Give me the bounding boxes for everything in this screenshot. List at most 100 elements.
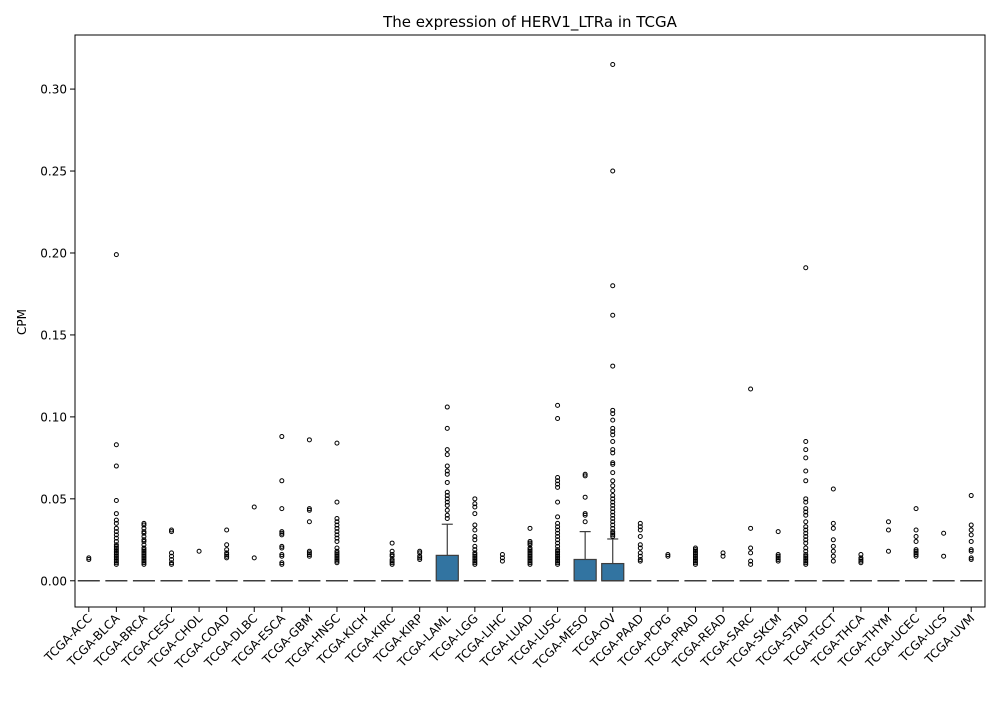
outlier-point: [803, 468, 809, 474]
box-group: [546, 402, 569, 582]
outlier-point: [913, 550, 919, 556]
outlier-point: [389, 561, 395, 567]
outlier-point: [555, 524, 561, 530]
outlier-point: [141, 558, 147, 564]
outlier-point: [748, 525, 754, 531]
outlier-point: [968, 522, 974, 528]
outlier-point: [610, 478, 616, 484]
outlier-point: [389, 553, 395, 559]
outlier-point: [720, 553, 726, 559]
outlier-point: [224, 553, 230, 559]
box-group: [77, 555, 100, 582]
outlier-point: [472, 501, 478, 507]
box-group: [822, 486, 845, 582]
outlier-point: [748, 545, 754, 551]
outlier-point: [113, 497, 119, 503]
outlier-point: [830, 543, 836, 549]
outlier-point: [141, 520, 147, 526]
outlier-point: [610, 519, 616, 525]
outlier-point: [610, 509, 616, 515]
outlier-point: [803, 548, 809, 554]
outlier-point: [527, 553, 533, 559]
outlier-point: [858, 555, 864, 561]
outlier-point: [803, 552, 809, 558]
outlier-point: [803, 447, 809, 453]
outlier-point: [279, 561, 285, 567]
outlier-point: [472, 552, 478, 558]
outlier-point: [555, 552, 561, 558]
outlier-point: [748, 386, 754, 392]
outlier-point: [334, 519, 340, 525]
outlier-point: [885, 519, 891, 525]
outlier-point: [610, 532, 616, 538]
outlier-point: [113, 543, 119, 549]
outlier-point: [803, 537, 809, 543]
outlier-point: [141, 553, 147, 559]
outlier-point: [610, 312, 616, 318]
outlier-point: [775, 556, 781, 562]
outlier-point: [692, 548, 698, 554]
box-group: [491, 552, 514, 582]
outlier-point: [555, 402, 561, 408]
outlier-point: [637, 520, 643, 526]
outlier-point: [113, 442, 119, 448]
y-tick-label: 0.30: [40, 83, 67, 97]
outlier-point: [279, 545, 285, 551]
outlier-point: [224, 550, 230, 556]
outlier-point: [830, 553, 836, 559]
outlier-point: [113, 525, 119, 531]
outlier-point: [444, 425, 450, 431]
box-group: [463, 496, 486, 582]
outlier-point: [637, 542, 643, 548]
outlier-point: [444, 447, 450, 453]
outlier-point: [692, 552, 698, 558]
y-tick-label: 0.25: [40, 165, 67, 179]
outlier-point: [582, 511, 588, 517]
outlier-point: [169, 561, 175, 567]
outlier-point: [665, 552, 671, 558]
outlier-point: [610, 499, 616, 505]
outlier-point: [224, 552, 230, 558]
outlier-point: [279, 543, 285, 549]
outlier-point: [527, 555, 533, 561]
y-axis: 0.00 0.05 0.10 0.15 0.20 0.25 0.30: [40, 83, 75, 588]
outlier-point: [858, 558, 864, 564]
outlier-point: [334, 515, 340, 521]
outlier-point: [113, 558, 119, 564]
chart-title: The expression of HERV1_LTRa in TCGA: [382, 13, 678, 32]
outlier-point: [555, 555, 561, 561]
outlier-point: [803, 545, 809, 551]
outlier-point: [444, 471, 450, 477]
box-group: [601, 62, 625, 582]
outlier-point: [113, 556, 119, 562]
outlier-point: [141, 538, 147, 544]
outlier-point: [251, 504, 257, 510]
outlier-point: [803, 519, 809, 525]
box-group: [518, 525, 542, 582]
outlier-point: [830, 525, 836, 531]
outlier-point: [224, 542, 230, 548]
outlier-point: [169, 556, 175, 562]
outlier-point: [775, 555, 781, 561]
outlier-point: [555, 540, 561, 546]
outlier-point: [858, 560, 864, 566]
outlier-point: [582, 473, 588, 479]
outlier-point: [610, 62, 616, 68]
box-group: [712, 550, 735, 582]
outlier-point: [610, 429, 616, 435]
outlier-point: [803, 560, 809, 566]
outlier-point: [692, 560, 698, 566]
outlier-point: [334, 556, 340, 562]
outlier-point: [803, 561, 809, 567]
outlier-point: [334, 560, 340, 566]
outlier-point: [803, 556, 809, 562]
outlier-point: [803, 527, 809, 533]
outlier-point: [610, 411, 616, 417]
outlier-point: [555, 416, 561, 422]
box-group: [656, 552, 679, 582]
outlier-point: [306, 437, 312, 443]
outlier-point: [113, 517, 119, 523]
outlier-point: [803, 540, 809, 546]
outlier-point: [306, 507, 312, 513]
